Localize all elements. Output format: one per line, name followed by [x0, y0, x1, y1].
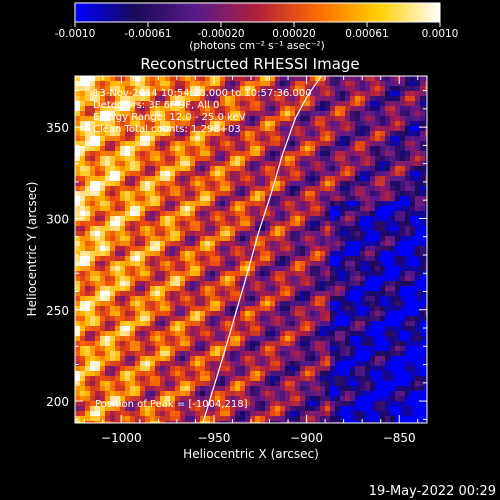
x-axis: −1000 −950 −900 −850: [83, 76, 419, 445]
colorbar-tick-label: -0.0010: [55, 28, 96, 40]
footer-timestamp: 19-May-2022 00:29: [369, 484, 496, 499]
chart-title: Reconstructed RHESSI Image: [140, 55, 359, 73]
colorbar-tick-label: 0.00061: [345, 28, 388, 40]
x-tick-label: −1000: [101, 431, 142, 445]
colorbar-ticks: -0.0010 -0.00061 -0.00020 0.00020 0.00061 0.0…: [55, 22, 459, 40]
x-tick-label: −850: [383, 431, 416, 445]
colorbar-tick-label: -0.00020: [197, 28, 244, 40]
x-tick-label: −900: [290, 431, 323, 445]
annotation-line: Energy Range: 12.0 - 25.0 keV: [93, 112, 246, 123]
y-axis-label: Heliocentric Y (arcsec): [25, 182, 39, 317]
colorbar-tick-label: 0.0010: [422, 28, 459, 40]
colorbar-tick-label: -0.00061: [124, 28, 171, 40]
y-tick-label: 250: [46, 304, 69, 318]
y-tick-label: 300: [46, 212, 69, 226]
colorbar-unit-label: (photons cm⁻² s⁻¹ asec⁻²): [189, 40, 324, 52]
y-axis: 200 250 300 350: [46, 90, 427, 420]
annotation-line: 13-Nov-2014 10:54:28.000 to 10:57:36.000: [93, 88, 312, 99]
y-tick-label: 350: [46, 121, 69, 135]
heatmap-image: [75, 76, 427, 423]
annotation-line: Clean Total counts: 1.29E+03: [93, 124, 241, 135]
x-axis-label: Heliocentric X (arcsec): [183, 447, 319, 461]
colorbar-tick-label: 0.00020: [272, 28, 315, 40]
y-tick-label: 200: [46, 395, 69, 409]
solar-limb-line: [202, 76, 322, 423]
x-tick-label: −950: [197, 431, 230, 445]
colorbar: [74, 2, 441, 23]
peak-position-annotation: Position of Peak = [-1004,218]: [95, 399, 248, 410]
annotation-line: Detectors: 3F 6F 9F, All 0: [93, 100, 219, 111]
annotations: 13-Nov-2014 10:54:28.000 to 10:57:36.000…: [93, 88, 312, 410]
